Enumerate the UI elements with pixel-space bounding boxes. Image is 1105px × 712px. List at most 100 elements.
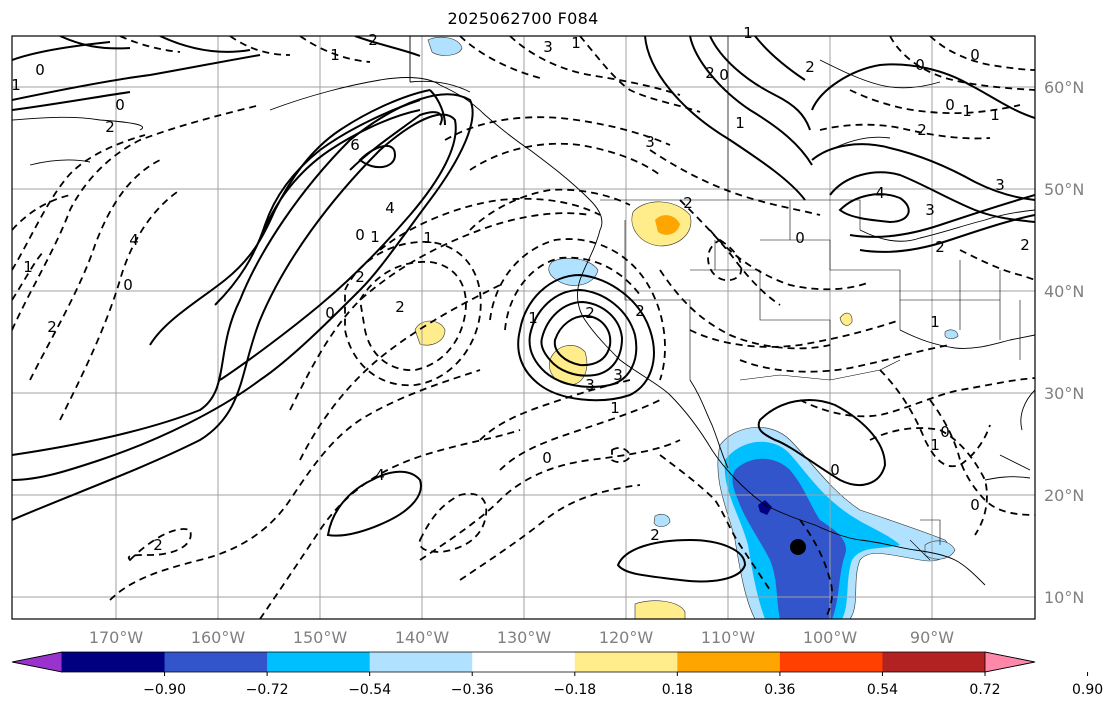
contour-label: 1 (370, 228, 380, 246)
colorbar-label: 0.36 (764, 682, 795, 698)
location-marker (790, 539, 806, 555)
contour-label: 0 (115, 96, 125, 114)
contour-label: 2 (368, 31, 378, 49)
contour-label: 2 (355, 268, 365, 286)
colorbar-label: −0.72 (246, 682, 289, 698)
contour-label: 0 (970, 496, 980, 514)
latitude-label: 10°N (1044, 588, 1084, 607)
colorbar-outline (11, 651, 1036, 673)
contour-label: 0 (795, 229, 805, 247)
contour-label: 1 (571, 34, 581, 52)
colorbar-label: −0.90 (143, 682, 186, 698)
colorbar-label: 0.90 (1072, 682, 1103, 698)
contour-label: 1 (330, 46, 340, 64)
longitude-label: 90°W (910, 628, 954, 647)
contour-label: 2 (650, 526, 660, 544)
contour-label: 2 (1020, 236, 1030, 254)
contour-label: 1 (23, 258, 33, 276)
colorbar-segment (164, 652, 268, 672)
contour-label: 1 (990, 106, 1000, 124)
coastlines (12, 36, 1035, 586)
contour-label: 4 (129, 231, 139, 249)
colorbar-extend-low (11, 651, 63, 673)
contour-label: 3 (645, 133, 655, 151)
longitude-label: 110°W (701, 628, 756, 647)
contour-label: 4 (375, 466, 385, 484)
contour-label: 1 (930, 313, 940, 331)
contour-label: 2 (683, 194, 693, 212)
contour-label: 2 (105, 118, 115, 136)
contour-label: 6 (350, 136, 360, 154)
longitude-label: 100°W (803, 628, 858, 647)
contour-label: 0 (830, 461, 840, 479)
latitude-label: 40°N (1044, 282, 1084, 301)
latitude-label: 50°N (1044, 180, 1084, 199)
colorbar-label: −0.36 (451, 682, 494, 698)
contour-label: 0 (945, 96, 955, 114)
dashed-contours (12, 36, 1035, 619)
contour-label: 1 (962, 102, 972, 120)
contour-label: 0 (719, 66, 729, 84)
contour-label: 1 (423, 229, 433, 247)
contour-label: 3 (613, 366, 623, 384)
contour-label: 2 (47, 318, 57, 336)
contour-label: 2 (395, 298, 405, 316)
contour-label: 2 (153, 536, 163, 554)
contour-label: 1 (528, 309, 538, 327)
colorbar-label: 0.54 (867, 682, 898, 698)
contour-label: 3 (995, 176, 1005, 194)
contour-label: 4 (875, 184, 885, 202)
latitude-label: 30°N (1044, 384, 1084, 403)
colorbar-segment (574, 652, 678, 672)
longitude-label: 120°W (599, 628, 654, 647)
contour-label: 1 (11, 76, 21, 94)
contour-label: 0 (35, 61, 45, 79)
colorbar: −0.90 −0.72 −0.54 −0.36 −0.18 0.18 0.36 0.54 0.7… (11, 651, 1103, 698)
contour-label: 0 (915, 56, 925, 74)
contour-label: 1 (743, 24, 753, 42)
contour-label: 3 (585, 376, 595, 394)
longitude-label: 140°W (395, 628, 450, 647)
longitude-label: 160°W (191, 628, 246, 647)
colorbar-segment (62, 652, 166, 672)
contour-label: 0 (970, 46, 980, 64)
contour-label: 0 (355, 226, 365, 244)
contour-label: 3 (925, 201, 935, 219)
longitude-label: 150°W (293, 628, 348, 647)
colorbar-label: 0.72 (969, 682, 1000, 698)
map-border (11, 35, 1036, 620)
contour-label: 2 (585, 304, 595, 322)
colorbar-label: −0.54 (348, 682, 391, 698)
colorbar-label: 0.18 (662, 682, 693, 698)
colorbar-segment (882, 652, 986, 672)
longitude-labels: 170°W 160°W 150°W 140°W 130°W 120°W 110°W 100°W… (89, 628, 954, 647)
contour-label: 4 (385, 199, 395, 217)
colorbar-extend-high (984, 651, 1036, 673)
political-borders (600, 36, 1021, 561)
latitude-label: 60°N (1044, 78, 1084, 97)
latitude-label: 20°N (1044, 486, 1084, 505)
contour-label: 2 (635, 302, 645, 320)
shaded-fields (414, 36, 959, 619)
contour-label: 2 (705, 64, 715, 82)
contour-label: 3 (543, 38, 553, 56)
contour-label: 0 (542, 449, 552, 467)
longitude-label: 130°W (497, 628, 552, 647)
contour-label: 0 (940, 423, 950, 441)
contour-label: 1 (930, 436, 940, 454)
colorbar-label: −0.18 (553, 682, 596, 698)
contour-label: 1 (735, 114, 745, 132)
map-title: 2025062700 F084 (447, 9, 599, 28)
contour-label: 0 (123, 276, 133, 294)
colorbar-segment (369, 652, 473, 672)
colorbar-segment (779, 652, 883, 672)
colorbar-segment (267, 652, 371, 672)
contour-label: 2 (935, 238, 945, 256)
colorbar-segment (677, 652, 781, 672)
colorbar-segment (472, 652, 576, 672)
contour-label: 2 (805, 58, 815, 76)
contour-label: 1 (610, 399, 620, 417)
contour-label: 0 (325, 304, 335, 322)
